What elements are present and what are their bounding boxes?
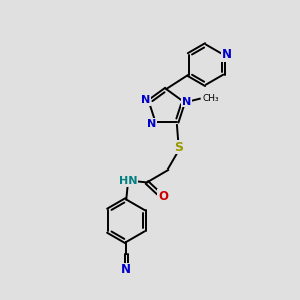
Text: N: N	[121, 263, 131, 276]
Text: N: N	[147, 118, 157, 128]
Text: N: N	[222, 48, 232, 61]
Text: N: N	[182, 97, 191, 107]
Text: HN: HN	[118, 176, 137, 186]
Text: N: N	[141, 95, 151, 105]
Text: S: S	[174, 141, 183, 154]
Text: O: O	[158, 190, 168, 203]
Text: CH₃: CH₃	[202, 94, 219, 103]
